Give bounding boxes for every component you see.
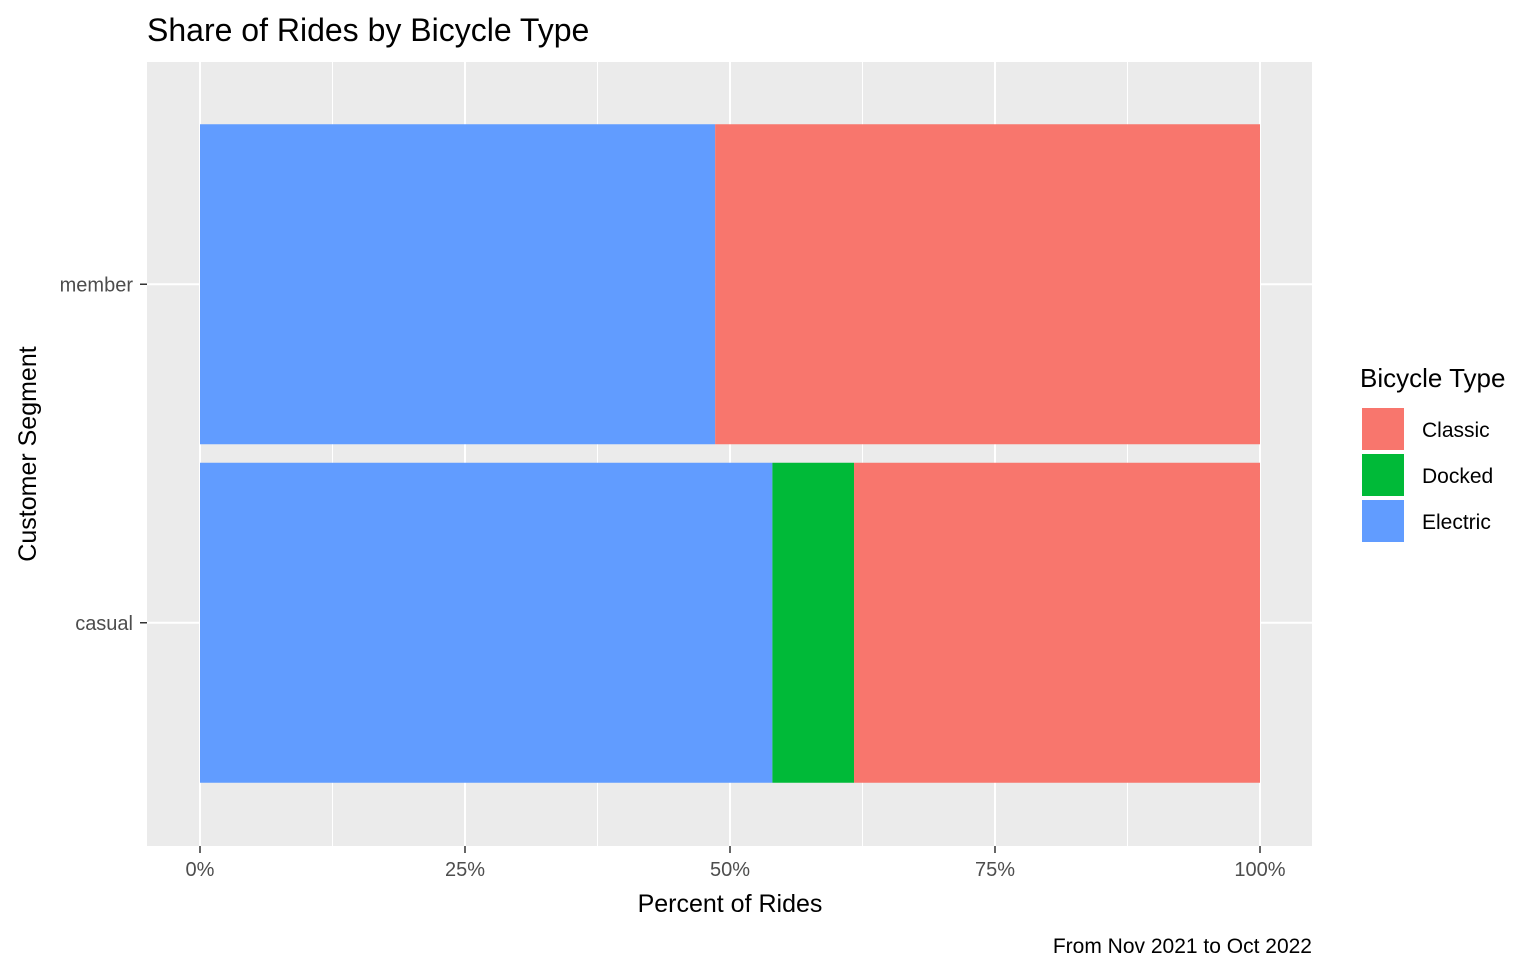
legend-key-electric — [1360, 498, 1406, 544]
x-tick-label: 0% — [186, 859, 215, 881]
chart-caption: From Nov 2021 to Oct 2022 — [1053, 935, 1312, 958]
legend-key-docked — [1360, 452, 1406, 498]
chart-title: Share of Rides by Bicycle Type — [147, 12, 589, 48]
x-tick-label: 75% — [975, 859, 1015, 881]
legend-title: Bicycle Type — [1360, 363, 1505, 393]
bar-member-electric — [200, 124, 716, 445]
legend-label-classic: Classic — [1422, 419, 1490, 442]
x-axis-title: Percent of Rides — [638, 890, 823, 918]
y-tick-label: casual — [75, 613, 133, 635]
legend-key-classic — [1360, 406, 1406, 452]
y-tick-label: member — [60, 274, 134, 296]
x-axis: 0% 25% 50% 75% 100% — [186, 846, 1286, 881]
x-tick-label: 50% — [710, 859, 750, 881]
y-axis-title: Customer Segment — [14, 346, 42, 561]
bars — [200, 124, 1260, 783]
legend: Bicycle Type Classic Docked Electric — [1360, 363, 1505, 544]
x-tick-label: 100% — [1234, 859, 1285, 881]
bar-casual-classic — [854, 462, 1260, 783]
bar-member-classic — [715, 124, 1260, 445]
bar-casual-electric — [200, 462, 773, 783]
legend-label-electric: Electric — [1422, 511, 1491, 534]
x-tick-label: 25% — [445, 859, 485, 881]
legend-label-docked: Docked — [1422, 465, 1493, 488]
y-axis: casual member — [60, 274, 147, 635]
bar-casual-docked — [772, 462, 855, 783]
